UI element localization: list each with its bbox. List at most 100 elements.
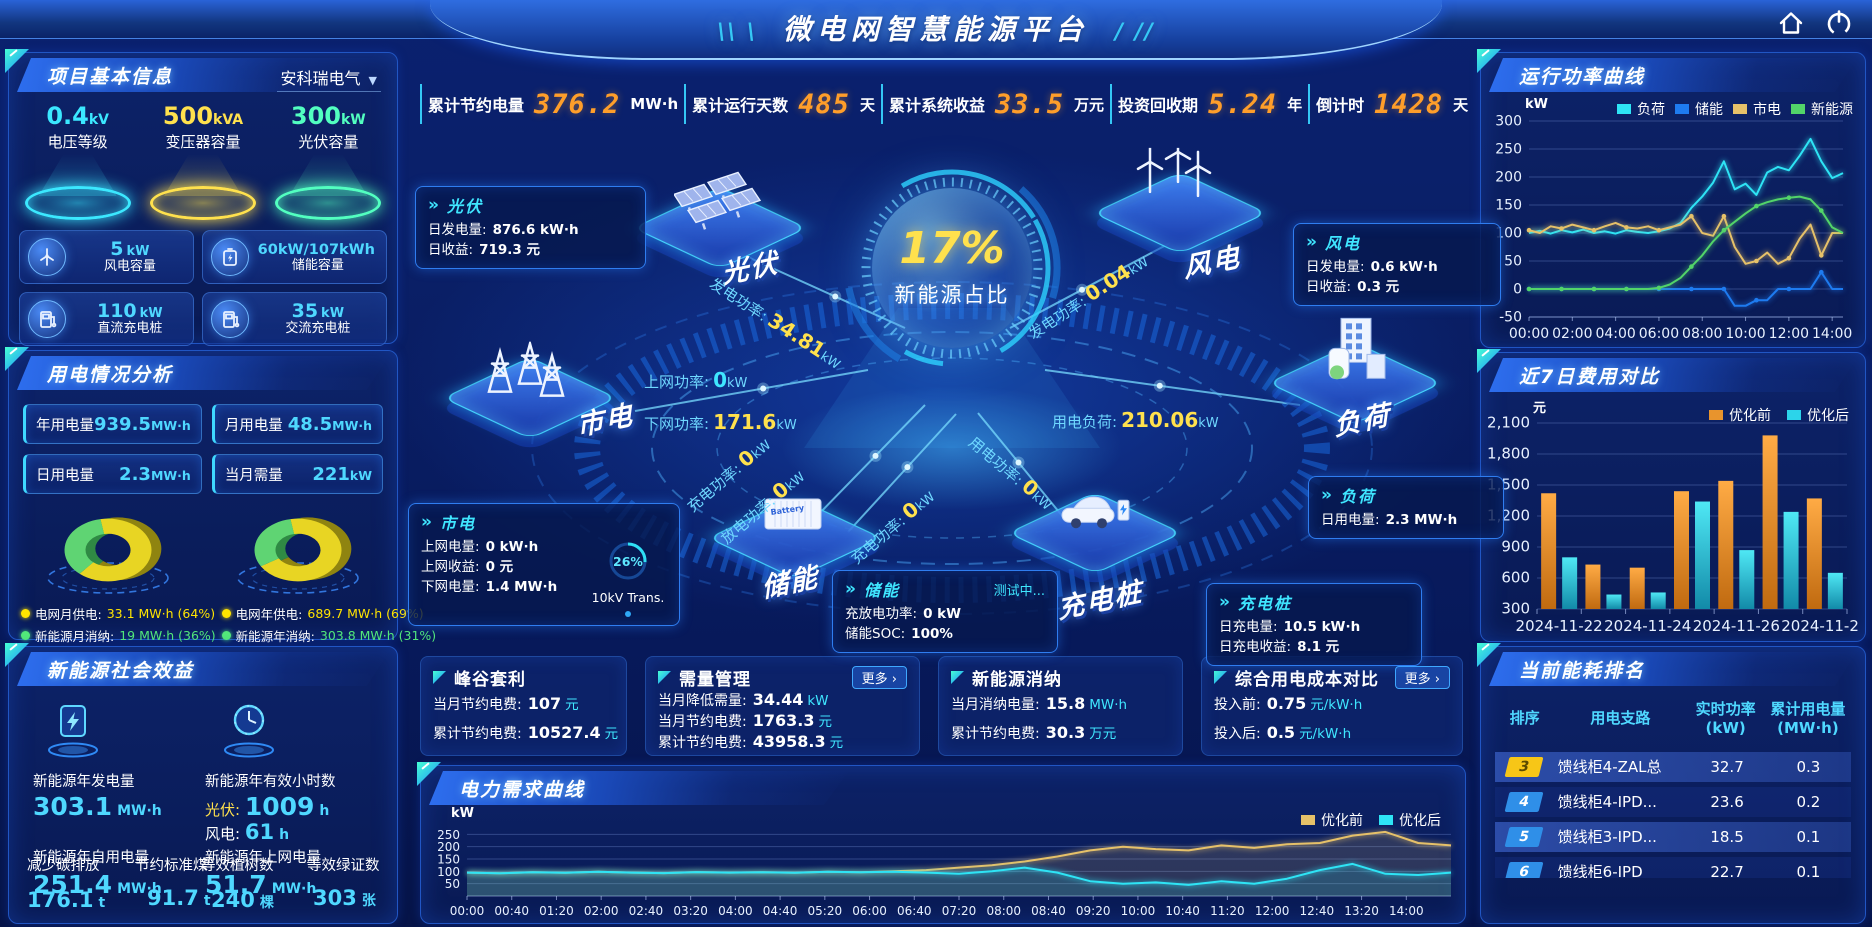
svg-text:50: 50 (445, 877, 460, 891)
panel-project-info: 项目基本信息 安科瑞电气 ▼ 0.4kV 电压等级 500kVA 变压器容量 30… (5, 49, 398, 346)
info-card-row: 日发电量: 876.6 kW·h (428, 222, 579, 238)
more-button[interactable]: 更多 › (851, 666, 907, 689)
capacity-card-icon (28, 238, 66, 276)
info-card-row: 日充电量: 10.5 kW·h (1219, 619, 1361, 635)
strategy-card-1: 需量管理 更多 › 当月降低需量: 34.44 kW 当月节约电费: 1763.3 元累计… (645, 656, 920, 756)
capacity-label: 交流充电桩 (285, 321, 351, 337)
capacity-value: 60kW/107kWh (257, 242, 375, 259)
svg-text:00:00: 00:00 (450, 904, 485, 918)
column-header-1: 用电支路 (1590, 709, 1651, 728)
svg-text:04:00: 04:00 (718, 904, 753, 918)
power-cell: 32.7 (1710, 757, 1744, 776)
legend-dot (21, 609, 30, 618)
metric-0: 年用电量 939.5MW·h (23, 404, 202, 444)
kpi-value: 5.24 (1208, 88, 1278, 120)
kpi-1: 累计运行天数 485 天 (684, 84, 881, 124)
svg-text:10:00: 10:00 (1725, 326, 1765, 342)
energy-cell: 0.3 (1796, 757, 1821, 776)
strategy-row: 当月节约电费: 1763.3 元 (658, 711, 832, 730)
certs-value: 303 张 (313, 886, 376, 910)
branch-cell: 馈线柜6-IPD (1557, 863, 1643, 878)
capacity-label: 风电容量 (103, 259, 156, 275)
branch-cell: 馈线柜4-ZAL总 (1557, 758, 1662, 776)
trees-label: 等效植树数 (201, 858, 274, 874)
company-select[interactable]: 安科瑞电气 ▼ (276, 65, 381, 92)
podium-value: 0.4kV (46, 102, 109, 130)
building-icon (1315, 314, 1395, 392)
legend-item: 优化后 (1379, 810, 1441, 830)
metric-3: 当月需量 221kW (211, 454, 383, 494)
svg-text:11:20: 11:20 (1210, 904, 1245, 918)
metric-value: 48.5MW·h (287, 413, 372, 435)
table-row[interactable]: 4 馈线柜4-IPD... 23.6 0.2 (1495, 786, 1851, 817)
capacity-card-0: 5 kW 风电容量 (19, 230, 194, 284)
table-row[interactable]: 5 馈线柜3-IPD... 18.5 0.1 (1495, 821, 1851, 852)
strategy-row: 累计节约电费: 10527.4 元 (433, 723, 619, 742)
metric-label: 日用电量 (36, 467, 94, 484)
svg-text:07:20: 07:20 (942, 904, 977, 918)
svg-text:300: 300 (1495, 114, 1522, 130)
run-power-chart: -50 0 50 100 150 200 250 300 00:00 02:00… (1481, 111, 1857, 347)
svg-text:02:00: 02:00 (584, 904, 619, 918)
table-row[interactable]: 3 馈线柜4-ZAL总 32.7 0.3 (1495, 751, 1851, 782)
new-energy-ratio-orb: 17% 新能源占比 (872, 188, 1032, 348)
info-card-load: » 负荷 日用电量: 2.3 MW·h (1308, 476, 1504, 539)
info-card-title: 负荷 (1339, 487, 1376, 506)
ranking-rows: 3 馈线柜4-ZAL总 32.7 0.3 4 馈线柜4-IPD... 23.6 … (1495, 751, 1851, 878)
coal-label: 节约标准煤 (135, 858, 208, 874)
kpi-unit: 天 (1453, 95, 1469, 114)
dc-charger-icon (40, 311, 57, 328)
svg-text:0: 0 (1513, 282, 1522, 298)
panel-title: 新能源社会效益 (47, 659, 195, 682)
legend-dot (221, 631, 231, 640)
panel-title: 项目基本信息 (47, 65, 174, 88)
metric-value: 939.5MW·h (94, 413, 191, 435)
info-card-row: 日用电量: 2.3 MW·h (1321, 512, 1458, 528)
svg-text:150: 150 (1495, 198, 1522, 214)
supply-donuts (9, 494, 397, 602)
info-card-row: 日发电量: 0.6 kW·h (1306, 259, 1438, 275)
legend-swatch (1379, 815, 1393, 825)
legend-item: 优化后 (1787, 405, 1849, 425)
supply_month_donut (47, 517, 169, 594)
podium-label: 变压器容量 (165, 133, 241, 151)
capacity-podiums: 0.4kV 电压等级 500kVA 变压器容量 300kW 光伏容量 (9, 92, 397, 220)
more-button[interactable]: 更多 › (1394, 666, 1450, 689)
svg-text:00:40: 00:40 (494, 904, 529, 918)
energy-cell: 0.1 (1796, 862, 1821, 878)
transformer-dot (625, 611, 631, 617)
demand-chart: 50 100 150 200 250 00:00 00:40 01:20 02:… (421, 810, 1465, 924)
capacity-unit: kW (126, 243, 150, 259)
demand-y-unit: kW (451, 806, 474, 821)
to-grid-label: 新能源年上网电量 (205, 850, 321, 866)
svg-text:600: 600 (1501, 569, 1530, 587)
legend-item: 优化前 (1709, 405, 1771, 425)
power-icon[interactable] (1824, 8, 1854, 38)
transformer-label: 10kV Trans. (591, 590, 665, 605)
svg-text:06:40: 06:40 (897, 904, 932, 918)
table-row[interactable]: 6 馈线柜6-IPD 22.7 0.1 (1495, 856, 1851, 878)
capacity-card-icon (28, 300, 66, 338)
svg-text:10:00: 10:00 (1121, 904, 1156, 918)
panel-energy-ranking-header: 当前能耗排名 (1489, 652, 1857, 686)
home-icon[interactable] (1776, 8, 1806, 38)
legend-swatch (1301, 815, 1315, 825)
strategy-row: 累计节约电费: 43958.3 元 (658, 732, 844, 751)
info-card-title: 储能 (863, 581, 900, 600)
ev-charger-icon (1052, 480, 1138, 540)
info-card-row: 充放电功率: 0 kW (845, 606, 962, 622)
panel-corner-icon (417, 762, 441, 786)
legend-swatch (1709, 410, 1723, 420)
cost-legend: 优化前 优化后 (1709, 405, 1849, 425)
power-cell: 23.6 (1710, 792, 1744, 811)
metric-value: 221kW (312, 463, 372, 485)
svg-text:26%: 26% (613, 554, 643, 569)
arrow-icon: » (421, 512, 432, 532)
svg-text:08:00: 08:00 (1682, 326, 1722, 342)
branch-cell: 馈线柜4-IPD... (1557, 793, 1657, 811)
svg-text:250: 250 (437, 828, 460, 842)
carbon-label: 减少碳排放 (27, 858, 100, 874)
header-swoosh (430, 0, 1442, 60)
kpi-value: 485 (798, 88, 850, 120)
chevron-down-icon: ▼ (368, 74, 377, 87)
